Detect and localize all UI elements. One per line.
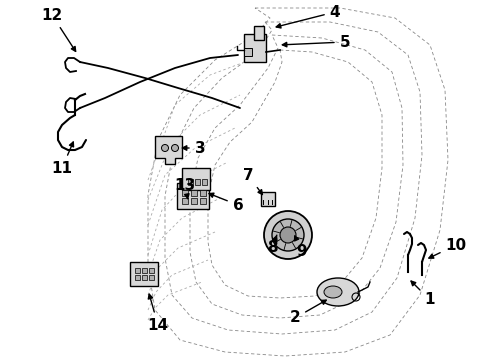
Bar	[261, 192, 275, 206]
Text: 5: 5	[282, 35, 350, 50]
Bar	[254, 26, 264, 40]
Text: 8: 8	[267, 235, 277, 256]
Circle shape	[272, 219, 304, 251]
Circle shape	[280, 227, 296, 243]
Bar	[182, 198, 188, 204]
Bar	[134, 275, 140, 280]
Text: 3: 3	[182, 140, 205, 156]
Bar	[134, 268, 140, 273]
Bar	[191, 190, 197, 196]
Bar	[191, 198, 197, 204]
Ellipse shape	[317, 278, 359, 306]
Bar	[148, 275, 153, 280]
Text: 9: 9	[294, 236, 307, 260]
Text: 14: 14	[147, 294, 169, 333]
Bar	[182, 190, 188, 196]
Text: 10: 10	[429, 238, 466, 258]
Text: 4: 4	[276, 5, 341, 28]
Bar	[201, 179, 206, 185]
Text: 12: 12	[41, 8, 75, 51]
Bar	[148, 268, 153, 273]
Text: 13: 13	[174, 177, 196, 199]
Text: 1: 1	[411, 281, 435, 307]
Text: 6: 6	[209, 193, 244, 212]
Bar	[142, 275, 147, 280]
Ellipse shape	[324, 286, 342, 298]
Circle shape	[162, 144, 169, 152]
Circle shape	[172, 144, 178, 152]
Bar	[142, 268, 147, 273]
Bar	[200, 190, 206, 196]
Polygon shape	[155, 136, 182, 164]
Bar	[195, 179, 199, 185]
Bar	[200, 198, 206, 204]
Bar	[182, 168, 210, 190]
Bar	[244, 48, 252, 56]
Bar	[130, 262, 158, 286]
Circle shape	[264, 211, 312, 259]
Text: 2: 2	[290, 300, 326, 325]
Bar	[244, 34, 266, 62]
Bar	[177, 183, 209, 209]
Text: 11: 11	[51, 142, 74, 176]
Text: 7: 7	[243, 167, 263, 194]
Bar	[188, 179, 193, 185]
